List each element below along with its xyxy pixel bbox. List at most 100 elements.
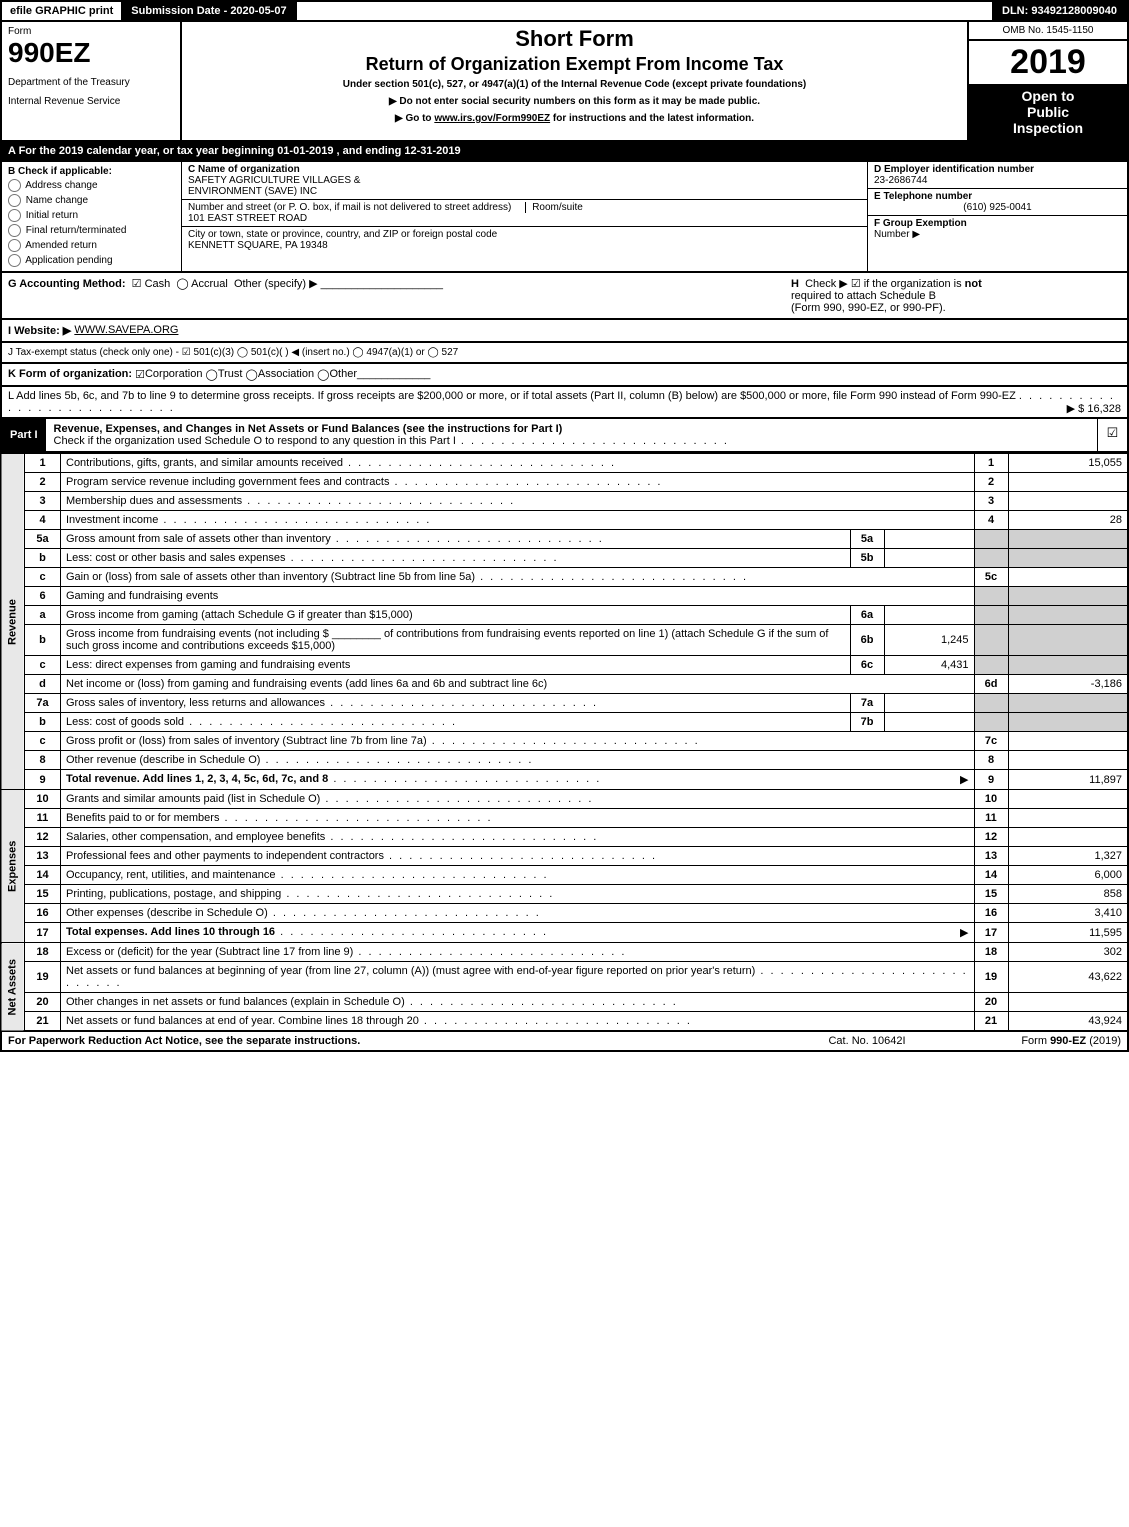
line-8: 8Other revenue (describe in Schedule O)8 xyxy=(1,751,1128,770)
tax-period: A For the 2019 calendar year, or tax yea… xyxy=(0,142,1129,162)
street-label: Number and street (or P. O. box, if mail… xyxy=(188,202,511,213)
org-name-2: ENVIRONMENT (SAVE) INC xyxy=(188,186,317,197)
g-section: G Accounting Method: ☑ Cash ◯ Accrual Ot… xyxy=(8,277,781,314)
part1-check[interactable]: ☑ xyxy=(1097,419,1127,451)
line-7a: 7aGross sales of inventory, less returns… xyxy=(1,694,1128,713)
line-6b: bGross income from fundraising events (n… xyxy=(1,625,1128,656)
c-name-block: C Name of organization SAFETY AGRICULTUR… xyxy=(182,162,867,200)
form-header: Form 990EZ Department of the Treasury In… xyxy=(0,22,1129,142)
line-7c: cGross profit or (loss) from sales of in… xyxy=(1,732,1128,751)
g-accrual: Accrual xyxy=(191,278,228,290)
l-text: L Add lines 5b, 6c, and 7b to line 9 to … xyxy=(8,390,1016,402)
line-9: 9Total revenue. Add lines 1, 2, 3, 4, 5c… xyxy=(1,770,1128,790)
chk-final[interactable]: Final return/terminated xyxy=(8,224,175,237)
c-name-label: C Name of organization xyxy=(188,164,300,175)
omb-number: OMB No. 1545-1150 xyxy=(969,22,1127,41)
chk-initial[interactable]: Initial return xyxy=(8,209,175,222)
under-section: Under section 501(c), 527, or 4947(a)(1)… xyxy=(188,79,961,90)
line-5c: cGain or (loss) from sale of assets othe… xyxy=(1,568,1128,587)
submission-date: Submission Date - 2020-05-07 xyxy=(121,2,296,20)
cat-no: Cat. No. 10642I xyxy=(787,1032,947,1050)
header-right: OMB No. 1545-1150 2019 Open to Public In… xyxy=(967,22,1127,140)
e-block: E Telephone number (610) 925-0041 xyxy=(868,189,1127,216)
d-block: D Employer identification number 23-2686… xyxy=(868,162,1127,189)
chk-amended[interactable]: Amended return xyxy=(8,239,175,252)
line-13: 13Professional fees and other payments t… xyxy=(1,847,1128,866)
no-ssn-line: ▶ Do not enter social security numbers o… xyxy=(188,96,961,107)
c-street-block: Number and street (or P. O. box, if mail… xyxy=(182,200,867,227)
line-1-desc: Contributions, gifts, grants, and simila… xyxy=(66,457,343,469)
part1-title-block: Revenue, Expenses, and Changes in Net As… xyxy=(46,419,1097,451)
line-3: 3Membership dues and assessments3 xyxy=(1,492,1128,511)
h-section: H Check ▶ ☑ if the organization is not r… xyxy=(781,277,1121,314)
page-footer: For Paperwork Reduction Act Notice, see … xyxy=(0,1032,1129,1052)
line-16: 16Other expenses (describe in Schedule O… xyxy=(1,904,1128,923)
k-corp: Corporation xyxy=(145,368,202,381)
street-address: 101 EAST STREET ROAD xyxy=(188,213,307,224)
website-link[interactable]: WWW.SAVEPA.ORG xyxy=(74,324,178,337)
arrow-icon: ▶ xyxy=(960,773,968,786)
row-j: J Tax-exempt status (check only one) - ☑… xyxy=(0,343,1129,364)
paperwork-notice: For Paperwork Reduction Act Notice, see … xyxy=(2,1032,787,1050)
line-6d: dNet income or (loss) from gaming and fu… xyxy=(1,675,1128,694)
line-4: 4Investment income428 xyxy=(1,511,1128,530)
line-17: 17Total expenses. Add lines 10 through 1… xyxy=(1,923,1128,943)
k-assoc: Association xyxy=(258,368,314,381)
line-15: 15Printing, publications, postage, and s… xyxy=(1,885,1128,904)
irs-link[interactable]: www.irs.gov/Form990EZ xyxy=(434,113,550,124)
irs-label: Internal Revenue Service xyxy=(8,96,174,107)
form-number: 990EZ xyxy=(8,37,174,69)
i-label: I Website: ▶ xyxy=(8,324,71,337)
line-7b: bLess: cost of goods sold7b xyxy=(1,713,1128,732)
ein-value: 23-2686744 xyxy=(874,175,927,186)
room-label: Room/suite xyxy=(525,202,583,213)
open-to-public: Open to Public Inspection xyxy=(969,84,1127,140)
line-12: 12Salaries, other compensation, and empl… xyxy=(1,828,1128,847)
org-name-1: SAFETY AGRICULTURE VILLAGES & xyxy=(188,175,360,186)
form-name-footer: Form 990-EZ (2019) xyxy=(947,1032,1127,1050)
part1-header: Part I Revenue, Expenses, and Changes in… xyxy=(0,419,1129,453)
efile-label[interactable]: efile GRAPHIC print xyxy=(2,2,121,20)
line-6a: aGross income from gaming (attach Schedu… xyxy=(1,606,1128,625)
section-c: C Name of organization SAFETY AGRICULTUR… xyxy=(182,162,867,271)
header-center: Short Form Return of Organization Exempt… xyxy=(182,22,967,140)
dln-label: DLN: 93492128009040 xyxy=(992,2,1127,20)
top-bar: efile GRAPHIC print Submission Date - 20… xyxy=(0,0,1129,22)
tax-year: 2019 xyxy=(969,41,1127,84)
line-10: Expenses 10Grants and similar amounts pa… xyxy=(1,790,1128,809)
line-1: Revenue 1 Contributions, gifts, grants, … xyxy=(1,454,1128,473)
e-label: E Telephone number xyxy=(874,191,972,202)
line-6: 6Gaming and fundraising events xyxy=(1,587,1128,606)
line-19: 19Net assets or fund balances at beginni… xyxy=(1,962,1128,993)
line-5b: bLess: cost or other basis and sales exp… xyxy=(1,549,1128,568)
f-num: Number ▶ xyxy=(874,229,920,240)
f-label: F Group Exemption xyxy=(874,218,967,229)
g-cash: Cash xyxy=(145,278,171,290)
h-line3: (Form 990, 990-EZ, or 990-PF). xyxy=(791,302,1121,314)
return-title: Return of Organization Exempt From Incom… xyxy=(188,54,961,75)
row-l: L Add lines 5b, 6c, and 7b to line 9 to … xyxy=(0,387,1129,419)
city-label: City or town, state or province, country… xyxy=(188,229,497,240)
h-line1: H Check ▶ ☑ if the organization is not xyxy=(791,277,1121,290)
line-20: 20Other changes in net assets or fund ba… xyxy=(1,993,1128,1012)
lines-table: Revenue 1 Contributions, gifts, grants, … xyxy=(0,453,1129,1032)
chk-address[interactable]: Address change xyxy=(8,179,175,192)
chk-pending[interactable]: Application pending xyxy=(8,254,175,267)
row-g-h: G Accounting Method: ☑ Cash ◯ Accrual Ot… xyxy=(0,273,1129,320)
j-text: J Tax-exempt status (check only one) - ☑… xyxy=(8,347,458,358)
line-14: 14Occupancy, rent, utilities, and mainte… xyxy=(1,866,1128,885)
row-i: I Website: ▶ WWW.SAVEPA.ORG xyxy=(0,320,1129,343)
line-5a: 5aGross amount from sale of assets other… xyxy=(1,530,1128,549)
g-label: G Accounting Method: xyxy=(8,278,126,290)
line-21: 21Net assets or fund balances at end of … xyxy=(1,1012,1128,1032)
part1-label: Part I xyxy=(2,419,46,451)
l-amount: ▶ $ 16,328 xyxy=(1067,402,1121,415)
dots-icon xyxy=(456,435,729,447)
line-1-amt: 15,055 xyxy=(1008,454,1128,473)
chk-name[interactable]: Name change xyxy=(8,194,175,207)
netassets-label: Net Assets xyxy=(1,943,25,1032)
d-label: D Employer identification number xyxy=(874,164,1034,175)
revenue-label: Revenue xyxy=(1,454,25,790)
dept-treasury: Department of the Treasury xyxy=(8,77,174,88)
c-city-block: City or town, state or province, country… xyxy=(182,227,867,253)
